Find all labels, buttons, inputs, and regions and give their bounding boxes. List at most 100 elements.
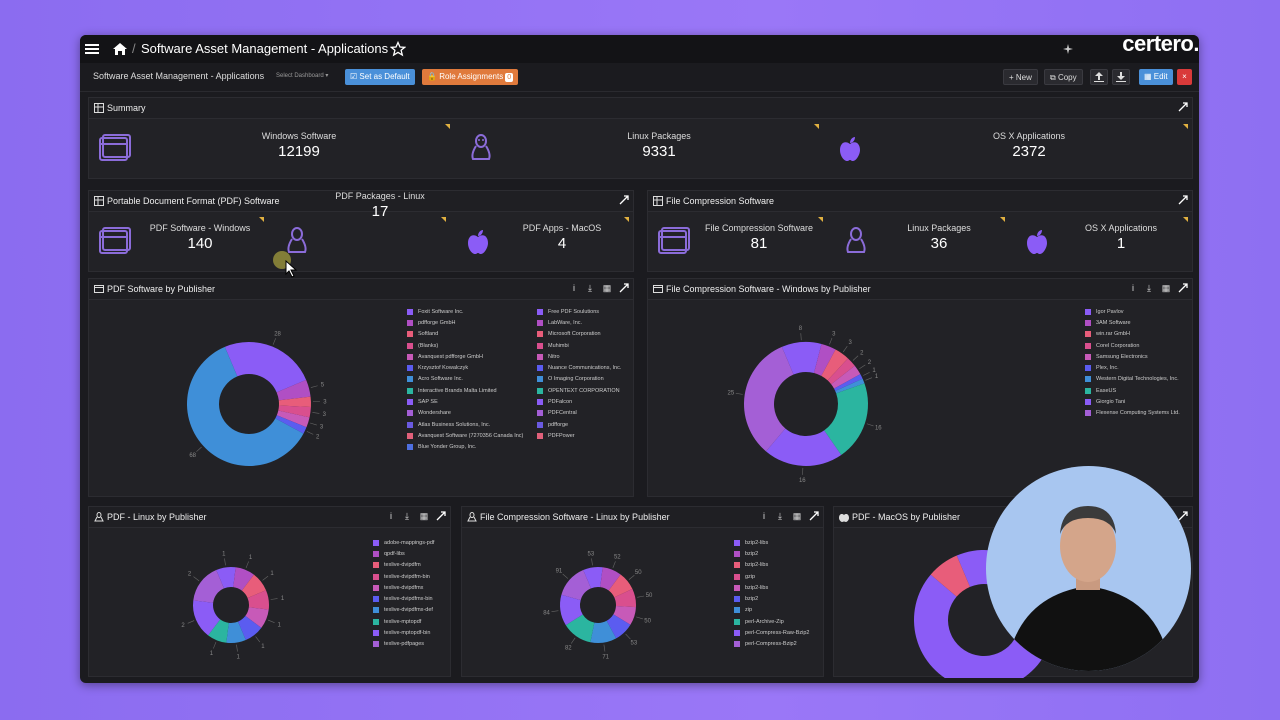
- legend-item[interactable]: perl-Compress-Bzip2: [734, 639, 824, 650]
- legend-item[interactable]: texlive-dvipdfmx: [373, 582, 463, 593]
- sparkle-icon[interactable]: [1060, 41, 1076, 57]
- legend-item[interactable]: Plex, Inc.: [1085, 362, 1199, 373]
- new-button[interactable]: + New: [1003, 69, 1038, 85]
- expand-icon[interactable]: [619, 195, 629, 205]
- download-icon[interactable]: ⤓: [588, 283, 592, 293]
- pdf-linux-stat[interactable]: PDF Packages - Linux 17: [321, 191, 439, 220]
- expand-icon[interactable]: [436, 511, 446, 521]
- legend-item[interactable]: qpdf-libs: [373, 548, 463, 559]
- donut-slice[interactable]: [930, 555, 970, 597]
- pdf-linux-donut-chart[interactable]: 1 1 1 1 1 1 1 1 2 2: [89, 527, 369, 678]
- donut-slice[interactable]: [226, 621, 246, 643]
- legend-item[interactable]: adobe-mappings-pdf: [373, 537, 463, 548]
- legend-item[interactable]: Giorgio Tani: [1085, 396, 1199, 407]
- menu-icon[interactable]: [84, 41, 100, 57]
- donut-slice[interactable]: [186, 346, 304, 466]
- expand-icon[interactable]: [1178, 511, 1188, 521]
- pdf-windows-stat[interactable]: PDF Software - Windows 140: [141, 223, 259, 252]
- close-dashboard-button[interactable]: ×: [1177, 69, 1192, 85]
- legend-item[interactable]: SAP SE: [407, 396, 537, 407]
- windows-software-stat[interactable]: Windows Software 12199: [229, 131, 369, 160]
- legend-item[interactable]: Acro Software Inc.: [407, 374, 537, 385]
- download-icon[interactable]: ⤓: [405, 511, 409, 521]
- donut-slice[interactable]: [590, 620, 617, 643]
- legend-item[interactable]: texlive-mptopdf-bin: [373, 627, 463, 638]
- legend-item[interactable]: PDFalcon: [537, 396, 667, 407]
- donut-slice[interactable]: [781, 342, 822, 375]
- favorite-star-icon[interactable]: [390, 41, 406, 57]
- donut-slice[interactable]: [276, 379, 311, 401]
- download-icon[interactable]: ⤓: [778, 511, 782, 521]
- legend-item[interactable]: bzip2-libs: [734, 582, 824, 593]
- legend-item[interactable]: Corel Corporation: [1085, 340, 1199, 351]
- select-dashboard-dropdown[interactable]: Select Dashboard ▾: [276, 73, 329, 79]
- legend-item[interactable]: win.rar GmbH: [1085, 329, 1199, 340]
- legend-item[interactable]: Blue Yonder Group, Inc.: [407, 442, 537, 453]
- donut-slice[interactable]: [814, 343, 836, 376]
- legend-item[interactable]: bzip2: [734, 593, 824, 604]
- osx-applications-stat[interactable]: OS X Applications 2372: [959, 131, 1099, 160]
- donut-slice[interactable]: [238, 615, 262, 641]
- donut-slice[interactable]: [583, 567, 603, 589]
- info-icon[interactable]: i: [1132, 283, 1134, 293]
- legend-item[interactable]: Softland: [407, 329, 537, 340]
- donut-slice[interactable]: [193, 600, 221, 636]
- donut-slice[interactable]: [275, 415, 307, 434]
- expand-icon[interactable]: [809, 511, 819, 521]
- donut-slice[interactable]: [233, 567, 254, 591]
- legend-item[interactable]: LabWare, Inc.: [537, 317, 667, 328]
- table-icon[interactable]: ▦: [1161, 283, 1171, 293]
- legend-item[interactable]: 3AM Software: [1085, 317, 1199, 328]
- download-button[interactable]: [1112, 69, 1130, 85]
- legend-item[interactable]: texlive-dvipdfmx-def: [373, 605, 463, 616]
- info-icon[interactable]: i: [763, 511, 765, 521]
- legend-item[interactable]: texlive-dvipdfmx-bin: [373, 593, 463, 604]
- expand-icon[interactable]: [1178, 195, 1188, 205]
- legend-item[interactable]: bzip2-libs: [734, 537, 824, 548]
- legend-item[interactable]: Flexense Computing Systems Ltd.: [1085, 408, 1199, 419]
- legend-item[interactable]: OPENTEXT CORPORATION: [537, 385, 667, 396]
- info-icon[interactable]: i: [390, 511, 392, 521]
- table-icon[interactable]: ▦: [602, 283, 612, 293]
- donut-slice[interactable]: [560, 594, 583, 626]
- donut-slice[interactable]: [208, 619, 229, 643]
- legend-item[interactable]: Wondershare: [407, 408, 537, 419]
- legend-item[interactable]: bzip2-libs: [734, 560, 824, 571]
- legend-item[interactable]: Avanquest pdfforge GmbH: [407, 351, 537, 362]
- expand-icon[interactable]: [1178, 283, 1188, 293]
- donut-slice[interactable]: [614, 588, 636, 608]
- expand-icon[interactable]: [619, 283, 629, 293]
- donut-slice[interactable]: [608, 574, 633, 598]
- fc-linux-donut-chart[interactable]: 53 52 50 50 50 53 71 82 84 91: [462, 527, 742, 678]
- donut-slice[interactable]: [831, 365, 861, 389]
- pdf-macos-stat[interactable]: PDF Apps - MacOS 4: [503, 223, 621, 252]
- donut-slice[interactable]: [821, 349, 848, 381]
- donut-slice[interactable]: [613, 605, 636, 625]
- legend-item[interactable]: zip: [734, 605, 824, 616]
- legend-item[interactable]: texlive-mptopdf: [373, 616, 463, 627]
- legend-item[interactable]: Atlas Business Solutions, Inc.: [407, 419, 537, 430]
- donut-slice[interactable]: [561, 569, 591, 601]
- legend-item[interactable]: pdfforge GmbH: [407, 317, 537, 328]
- set-as-default-button[interactable]: ☑ Set as Default: [345, 69, 415, 85]
- legend-item[interactable]: (Blanks): [407, 340, 537, 351]
- donut-slice[interactable]: [245, 607, 269, 628]
- donut-slice[interactable]: [744, 346, 794, 452]
- legend-item[interactable]: Muhimbi: [537, 340, 667, 351]
- legend-item[interactable]: Krzysztof Kowalczyk: [407, 362, 537, 373]
- copy-button[interactable]: ⧉ Copy: [1044, 69, 1083, 85]
- legend-item[interactable]: O Imaging Corporation: [537, 374, 667, 385]
- legend-item[interactable]: bzip2: [734, 548, 824, 559]
- legend-item[interactable]: gzip: [734, 571, 824, 582]
- legend-item[interactable]: EaseUS: [1085, 385, 1199, 396]
- home-icon[interactable]: [112, 41, 128, 57]
- expand-icon[interactable]: [1178, 102, 1188, 112]
- table-icon[interactable]: ▦: [792, 511, 802, 521]
- fc-osx-stat[interactable]: OS X Applications 1: [1062, 223, 1180, 252]
- donut-slice[interactable]: [278, 405, 311, 418]
- legend-item[interactable]: Foxit Software Inc.: [407, 306, 537, 317]
- info-icon[interactable]: i: [573, 283, 575, 293]
- legend-item[interactable]: Nitro: [537, 351, 667, 362]
- donut-slice[interactable]: [827, 358, 855, 385]
